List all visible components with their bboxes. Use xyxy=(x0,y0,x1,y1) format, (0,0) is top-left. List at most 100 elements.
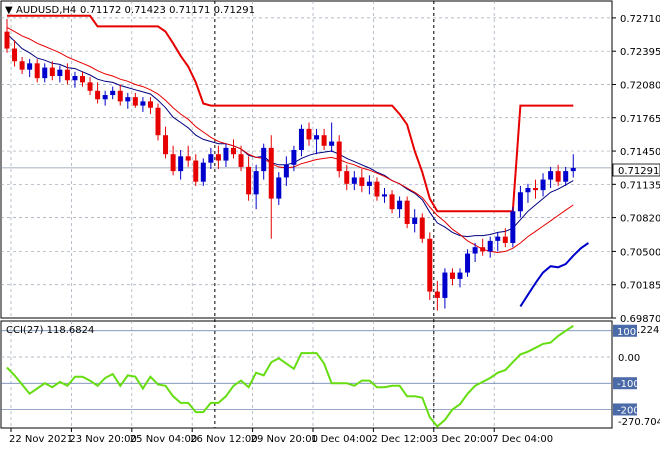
candle-bull xyxy=(487,240,493,252)
candle-bull xyxy=(382,194,387,197)
candle-bull xyxy=(253,171,259,195)
price-panel-frame xyxy=(0,0,613,319)
candle-bear xyxy=(12,48,18,62)
price-tick-label: 0.70185 xyxy=(620,281,660,292)
cci-max-label: 137.2246 xyxy=(618,325,660,336)
candle-bear xyxy=(306,128,312,140)
price-tick-label: 0.70820 xyxy=(620,214,660,225)
candle-bull xyxy=(125,97,131,102)
time-tick-label: 25 Nov 04:00 xyxy=(130,434,197,445)
candle-bull xyxy=(525,188,531,193)
candle-bull xyxy=(397,200,403,210)
candle-bear xyxy=(163,135,169,155)
candle-bear xyxy=(427,238,433,292)
candle-bull xyxy=(517,192,523,212)
time-tick-label: 7 Dec 04:00 xyxy=(492,434,553,445)
cci-indicator-label: CCI(27) 118.6824 xyxy=(6,325,94,336)
price-tick-label: 0.71765 xyxy=(620,114,660,125)
candle-bear xyxy=(147,101,153,108)
cci-zero-label: 0.00 xyxy=(618,353,640,364)
candle-bull xyxy=(27,63,33,70)
candle-bear xyxy=(193,160,199,182)
candle-bull xyxy=(510,211,516,243)
symbol-label: AUDUSD,H4 xyxy=(16,5,76,16)
cci-level-tag xyxy=(613,403,637,416)
candle-bear xyxy=(246,166,252,195)
time-tick-label: 3 Dec 20:00 xyxy=(432,434,493,445)
ohlc-values: 0.71172 0.71423 0.71171 0.71291 xyxy=(80,5,255,16)
candle-bear xyxy=(155,107,161,136)
session-dividers xyxy=(214,1,435,428)
trend-line-path xyxy=(519,242,589,307)
cci-line xyxy=(6,325,574,428)
candle-bull xyxy=(298,128,304,150)
candle-bear xyxy=(449,272,455,279)
candle-bull xyxy=(548,171,554,180)
candle-bull xyxy=(110,90,116,96)
cci-panel-frame xyxy=(0,320,613,429)
candle-bear xyxy=(480,247,486,252)
time-tick-label: 2 Dec 12:00 xyxy=(371,434,432,445)
price-tick-label: 0.72710 xyxy=(620,14,660,25)
candle-bull xyxy=(102,95,108,100)
candle-bear xyxy=(185,156,191,161)
cci-grid xyxy=(1,321,612,428)
price-tick-label: 0.69870 xyxy=(620,314,660,325)
candle-bull xyxy=(412,217,418,224)
price-tick-label: 0.71450 xyxy=(620,147,660,158)
candle-bear xyxy=(64,69,70,81)
candle-bear xyxy=(132,97,138,106)
candle-bull xyxy=(442,272,448,298)
candle-bull xyxy=(570,167,576,172)
candle-bull xyxy=(261,147,267,172)
cci-series-line xyxy=(6,325,574,428)
candle-bull xyxy=(200,162,206,182)
candle-bear xyxy=(87,82,93,91)
candle-bear xyxy=(389,194,395,210)
stop-level-line xyxy=(7,14,574,213)
cci-level-label: -200 xyxy=(617,405,640,416)
candle-bear xyxy=(404,200,410,224)
candle-bear xyxy=(268,147,274,199)
time-tick-label: 29 Nov 20:00 xyxy=(251,434,318,445)
candle-bull xyxy=(291,149,297,165)
candle-bull xyxy=(140,101,146,106)
candle-bull xyxy=(351,177,357,184)
candlesticks xyxy=(4,18,576,311)
candle-bear xyxy=(19,61,25,70)
candle-bull xyxy=(283,164,289,178)
candle-bear xyxy=(215,154,221,161)
price-tick-label: 0.72080 xyxy=(620,80,660,91)
candle-bear xyxy=(117,90,123,102)
cci-level-label: -100 xyxy=(617,379,640,390)
candle-bull xyxy=(457,272,463,279)
candle-bear xyxy=(533,188,538,191)
moving-average-lines xyxy=(6,26,574,254)
price-axis: 0.72710 0.72395 0.72080 0.71765 0.71450 0.711… xyxy=(612,14,660,325)
cci-level-tag xyxy=(613,324,637,337)
candle-bear xyxy=(170,154,176,172)
trend-line xyxy=(519,242,589,307)
candle-bear xyxy=(238,154,244,167)
cci-min-label: -270.7043 xyxy=(618,417,660,428)
candle-bear xyxy=(344,171,350,184)
candle-bear xyxy=(231,147,236,155)
time-tick-label: 22 Nov 2021 xyxy=(9,434,73,445)
ema-slow-line xyxy=(6,26,574,254)
collapse-triangle-icon[interactable]: ▼ xyxy=(5,5,13,16)
candle-bull xyxy=(208,154,214,163)
candle-bear xyxy=(336,141,342,172)
candle-bear xyxy=(502,236,508,243)
price-tick-label: 0.71135 xyxy=(620,180,660,191)
stop-level-path xyxy=(7,14,574,213)
candle-bear xyxy=(80,76,85,83)
candle-bull xyxy=(563,171,569,182)
time-tick-label: 26 Nov 12:00 xyxy=(190,434,257,445)
candle-bear xyxy=(374,181,380,197)
cci-axis: 137.2246 -270.7043 100 0.00 -100 -200 xyxy=(613,324,660,428)
candle-bull xyxy=(72,76,78,81)
ema-fast-line xyxy=(6,33,574,238)
